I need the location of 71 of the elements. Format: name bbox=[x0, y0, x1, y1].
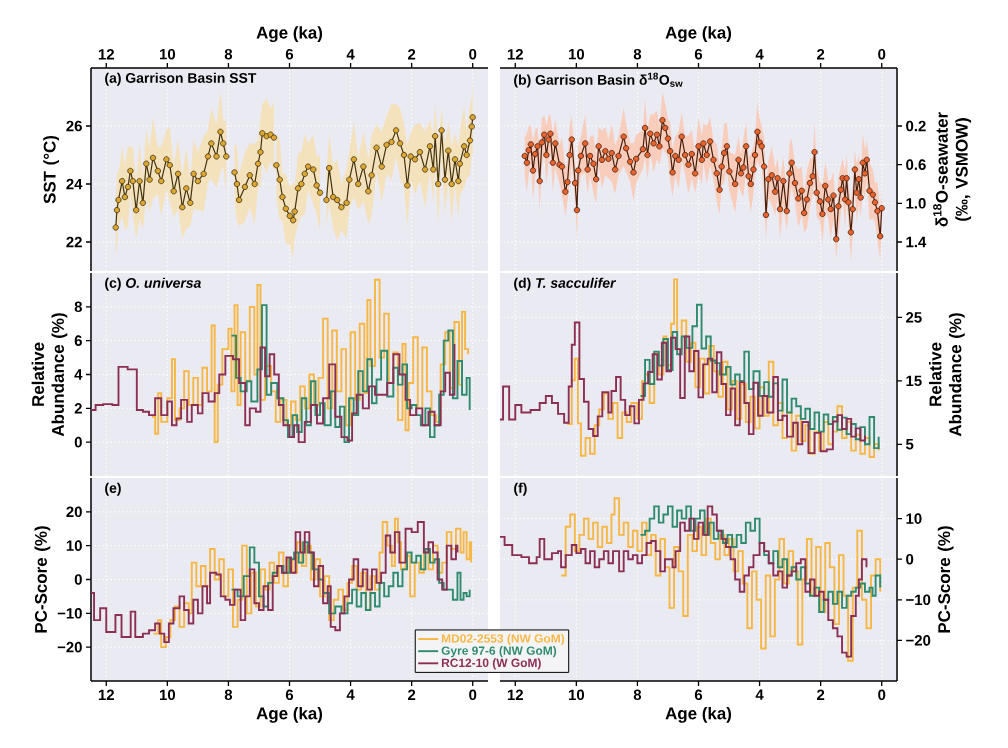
y2-tick-label: 1.4 bbox=[906, 236, 927, 248]
y-axis-title: PC-Score (%) bbox=[34, 526, 51, 633]
chart-title: (b) Garrison Basin δ$^{18}$O$_{sw}$ bbox=[514, 72, 683, 88]
y2-axis-title: PC-Score (%) bbox=[937, 526, 954, 633]
y2-axis-title: δ$^{18}$O-seawater (‰, VSMOW) bbox=[933, 112, 972, 227]
y2-tick-label: 1.0 bbox=[906, 198, 926, 209]
x-tick-label: 4 bbox=[755, 49, 764, 60]
y-tick-label: 24 bbox=[66, 178, 83, 190]
y-tick-label: 6 bbox=[74, 335, 82, 346]
legend-label: MD02-2553 (NW GoM) bbox=[441, 633, 565, 646]
y-tick-label: 0 bbox=[74, 574, 82, 585]
x-axis-title: Age (ka) bbox=[665, 706, 732, 723]
legend-label: RC12-10 (W GoM) bbox=[441, 658, 541, 670]
x-tick-label: 2 bbox=[817, 49, 825, 60]
x-tick-label: 10 bbox=[159, 689, 176, 701]
y-tick-label: 0 bbox=[74, 436, 82, 448]
x-tick-label: 0 bbox=[469, 48, 477, 60]
x-tick-label: 6 bbox=[694, 689, 703, 701]
x-tick-label: 6 bbox=[694, 48, 703, 60]
chart-title: (c) O. universa bbox=[105, 277, 201, 291]
x-tick-label: 8 bbox=[224, 689, 233, 701]
legend-label: Gyre 97-6 (NW GoM) bbox=[441, 646, 557, 658]
y-tick-label: 26 bbox=[66, 120, 82, 132]
y2-axis-title: Relative Abundance (%) bbox=[929, 313, 965, 437]
x-tick-label: 4 bbox=[346, 49, 355, 60]
x-tick-label: 12 bbox=[507, 49, 523, 60]
x-tick-label: 4 bbox=[755, 689, 764, 700]
y-axis-title: SST (°C) bbox=[43, 135, 60, 204]
y-tick-label: −20 bbox=[57, 641, 82, 653]
x-tick-label: 10 bbox=[568, 689, 585, 701]
y2-tick-label: −20 bbox=[906, 635, 931, 646]
x-tick-label: 2 bbox=[408, 689, 416, 700]
chart-title: (f) bbox=[514, 482, 527, 496]
chart-title: (e) bbox=[105, 482, 121, 496]
y-tick-label: 8 bbox=[74, 301, 83, 313]
x-axis-title: Age (ka) bbox=[256, 706, 323, 723]
chart-title: (d) T. sacculifer bbox=[514, 277, 617, 291]
y-tick-label: 20 bbox=[66, 506, 82, 518]
x-tick-label: 8 bbox=[633, 689, 642, 701]
y-tick-label: 10 bbox=[66, 540, 82, 551]
x-tick-label: 8 bbox=[633, 48, 642, 60]
y-tick-label: 22 bbox=[66, 236, 82, 248]
x-tick-label: 0 bbox=[878, 48, 886, 60]
y2-tick-label: 25 bbox=[906, 312, 922, 323]
x-tick-label: 12 bbox=[507, 689, 523, 700]
x-tick-label: 2 bbox=[817, 689, 825, 700]
y-tick-label: −10 bbox=[57, 608, 82, 619]
x-tick-label: 0 bbox=[878, 689, 886, 701]
x-tick-label: 4 bbox=[346, 689, 355, 700]
x-tick-label: 12 bbox=[98, 49, 114, 60]
y2-tick-label: 15 bbox=[906, 375, 922, 387]
y2-tick-label: 0.6 bbox=[906, 159, 926, 170]
x-tick-label: 10 bbox=[159, 48, 176, 60]
y2-tick-label: −10 bbox=[906, 594, 931, 606]
x-axis-title: Age (ka) bbox=[256, 26, 323, 43]
x-tick-label: 6 bbox=[285, 689, 294, 701]
y2-tick-label: 10 bbox=[906, 513, 922, 524]
y2-tick-label: 5 bbox=[905, 439, 914, 450]
x-axis-title: Age (ka) bbox=[665, 26, 732, 43]
y2-tick-label: 0.2 bbox=[906, 120, 926, 132]
y-tick-label: 4 bbox=[74, 369, 83, 380]
x-tick-label: 0 bbox=[469, 689, 477, 701]
x-tick-label: 2 bbox=[408, 49, 416, 60]
chart-title: (a) Garrison Basin SST bbox=[105, 72, 257, 86]
x-tick-label: 10 bbox=[568, 48, 585, 60]
y2-tick-label: 0 bbox=[906, 553, 914, 565]
y-axis-title: Relative Abundance (%) bbox=[31, 313, 68, 437]
x-tick-label: 6 bbox=[285, 48, 294, 60]
x-tick-label: 8 bbox=[224, 48, 233, 60]
y-tick-label: 2 bbox=[74, 403, 82, 414]
x-tick-label: 12 bbox=[98, 689, 114, 700]
